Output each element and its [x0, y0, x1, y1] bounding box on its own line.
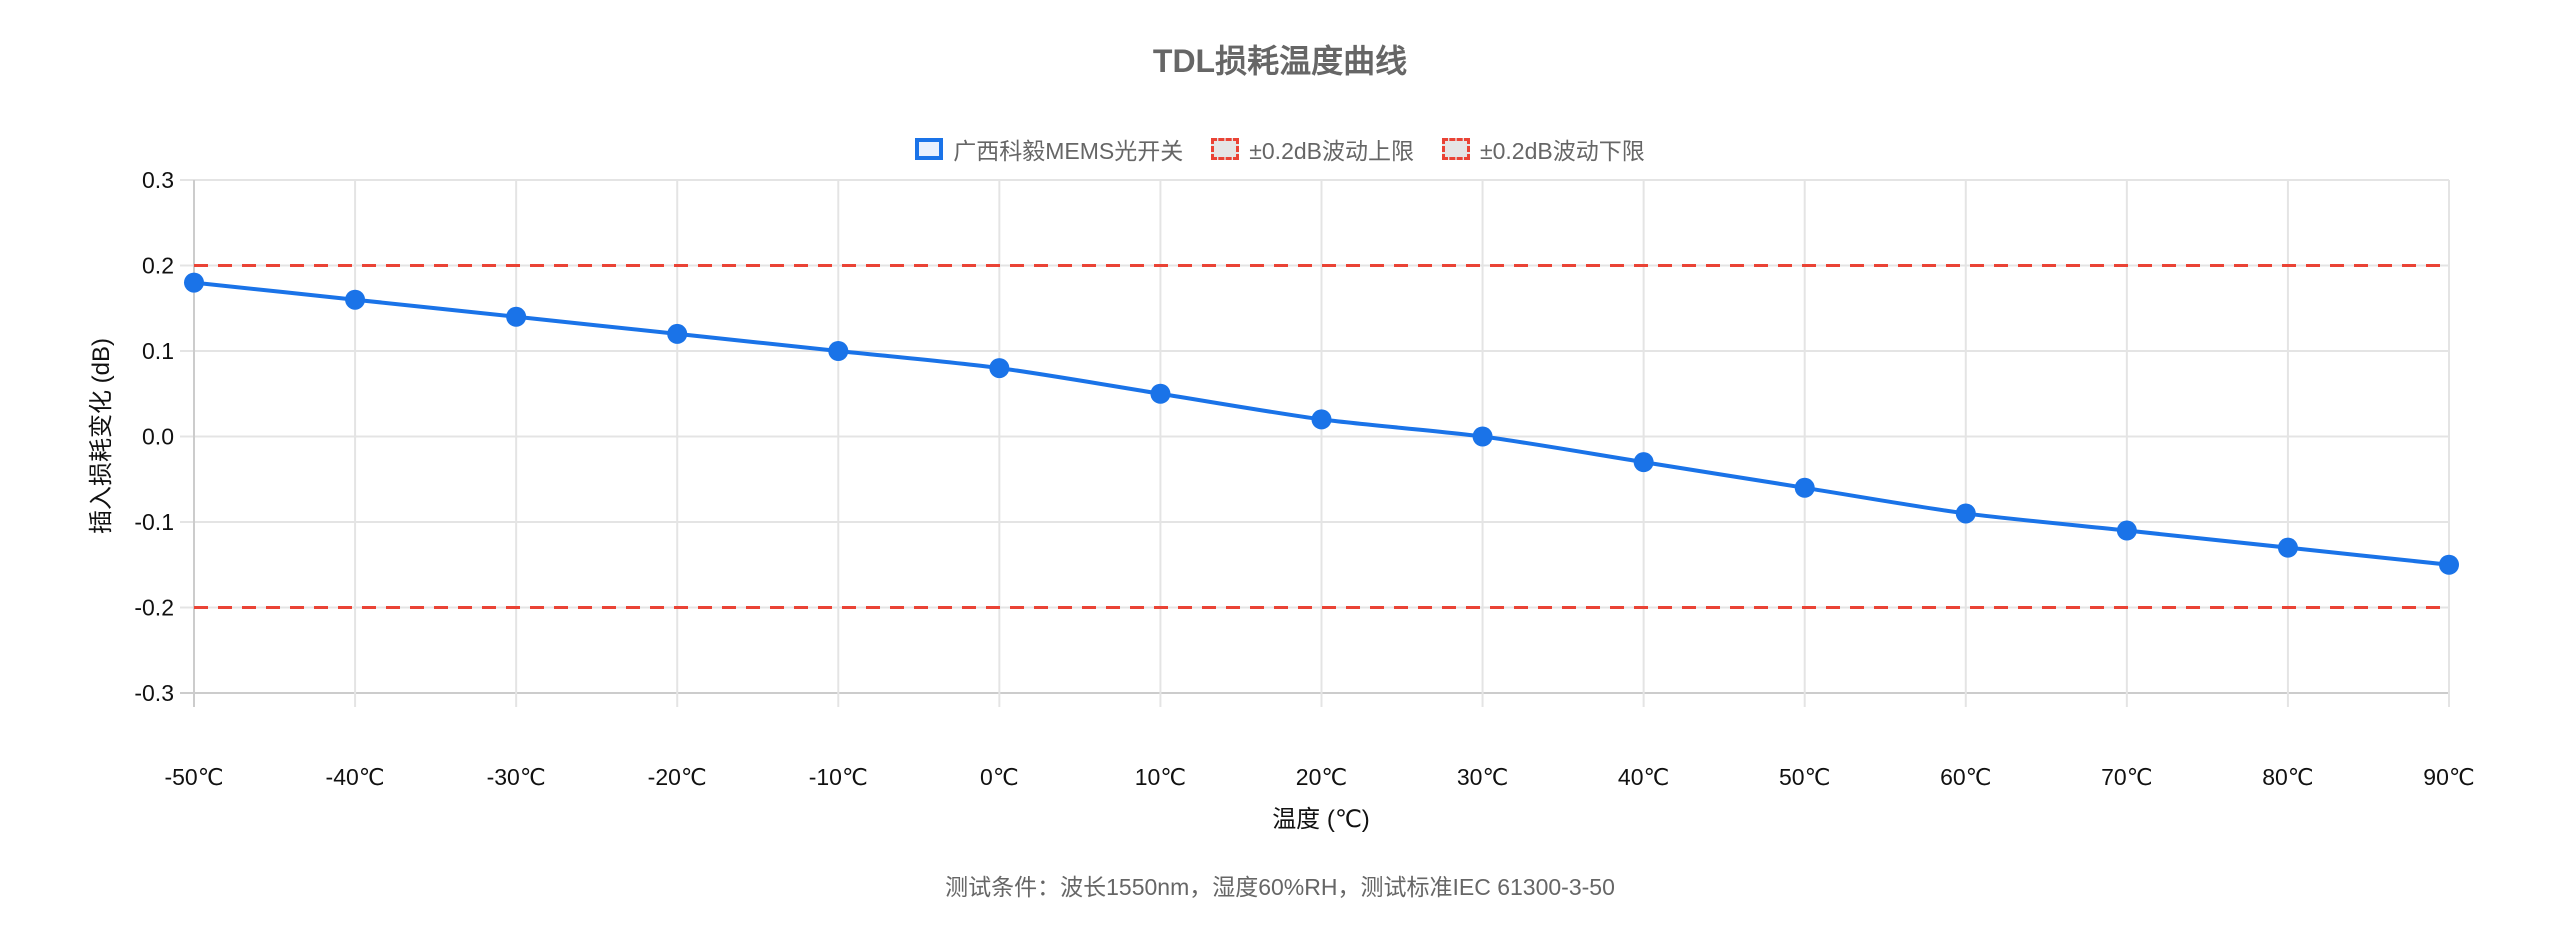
legend-label-lower: ±0.2dB波动下限 [1480, 138, 1645, 164]
x-tick-label: 10℃ [1135, 764, 1186, 790]
chart-title: TDL损耗温度曲线 [1152, 43, 1408, 79]
x-tick-label: 70℃ [2101, 764, 2152, 790]
x-tick-label: 40℃ [1618, 764, 1669, 790]
legend-label-mems: 广西科毅MEMS光开关 [953, 138, 1184, 164]
data-point [1794, 477, 1815, 498]
x-tick-label: -40℃ [326, 764, 385, 790]
test-conditions-note: 测试条件：波长1550nm，湿度60%RH，测试标准IEC 61300-3-50 [945, 874, 1615, 900]
x-axis-title: 温度 (℃) [1272, 806, 1370, 833]
data-point [1472, 426, 1493, 447]
y-tick-label: 0.0 [142, 424, 174, 450]
x-tick-label: -50℃ [164, 764, 223, 790]
y-axis-title: 插入损耗变化 (dB) [88, 338, 115, 534]
x-tick-label: 60℃ [1940, 764, 1991, 790]
x-tick-label: 50℃ [1779, 764, 1830, 790]
legend: 广西科毅MEMS光开关 ±0.2dB波动上限 ±0.2dB波动下限 [0, 132, 2560, 166]
x-tick-label: 90℃ [2423, 764, 2474, 790]
data-point [2277, 537, 2298, 558]
y-tick-label: 0.1 [142, 338, 174, 364]
y-tick-label: -0.3 [134, 680, 174, 706]
legend-swatch-upper [1211, 138, 1240, 160]
data-point [345, 289, 366, 310]
y-tick-label: 0.2 [142, 253, 174, 279]
legend-item-mems[interactable]: 广西科毅MEMS光开关 [915, 132, 1183, 166]
data-point [1633, 452, 1654, 473]
y-tick-label: -0.1 [134, 509, 174, 535]
x-tick-label: -10℃ [809, 764, 868, 790]
x-tick-label: 80℃ [2262, 764, 2313, 790]
y-tick-label: -0.2 [134, 595, 174, 621]
legend-item-upper[interactable]: ±0.2dB波动上限 [1211, 132, 1414, 166]
y-tick-label: 0.3 [142, 167, 174, 193]
legend-swatch-mems [915, 138, 944, 160]
data-point [2116, 520, 2137, 541]
data-point [2439, 554, 2459, 575]
x-tick-label: 20℃ [1296, 764, 1347, 790]
data-point [667, 323, 688, 344]
legend-swatch-lower [1442, 138, 1470, 160]
data-point [506, 306, 527, 327]
data-point [1150, 383, 1171, 404]
x-tick-label: -30℃ [487, 764, 546, 790]
x-tick-label: 30℃ [1457, 764, 1508, 790]
legend-label-upper: ±0.2dB波动上限 [1249, 138, 1414, 164]
data-point [1955, 503, 1976, 524]
data-point [1311, 409, 1332, 430]
data-point [184, 272, 204, 293]
legend-item-lower[interactable]: ±0.2dB波动下限 [1442, 132, 1645, 166]
x-tick-label: -20℃ [648, 764, 707, 790]
x-tick-label: 0℃ [980, 764, 1019, 790]
data-point [989, 358, 1010, 379]
data-point [828, 341, 849, 361]
